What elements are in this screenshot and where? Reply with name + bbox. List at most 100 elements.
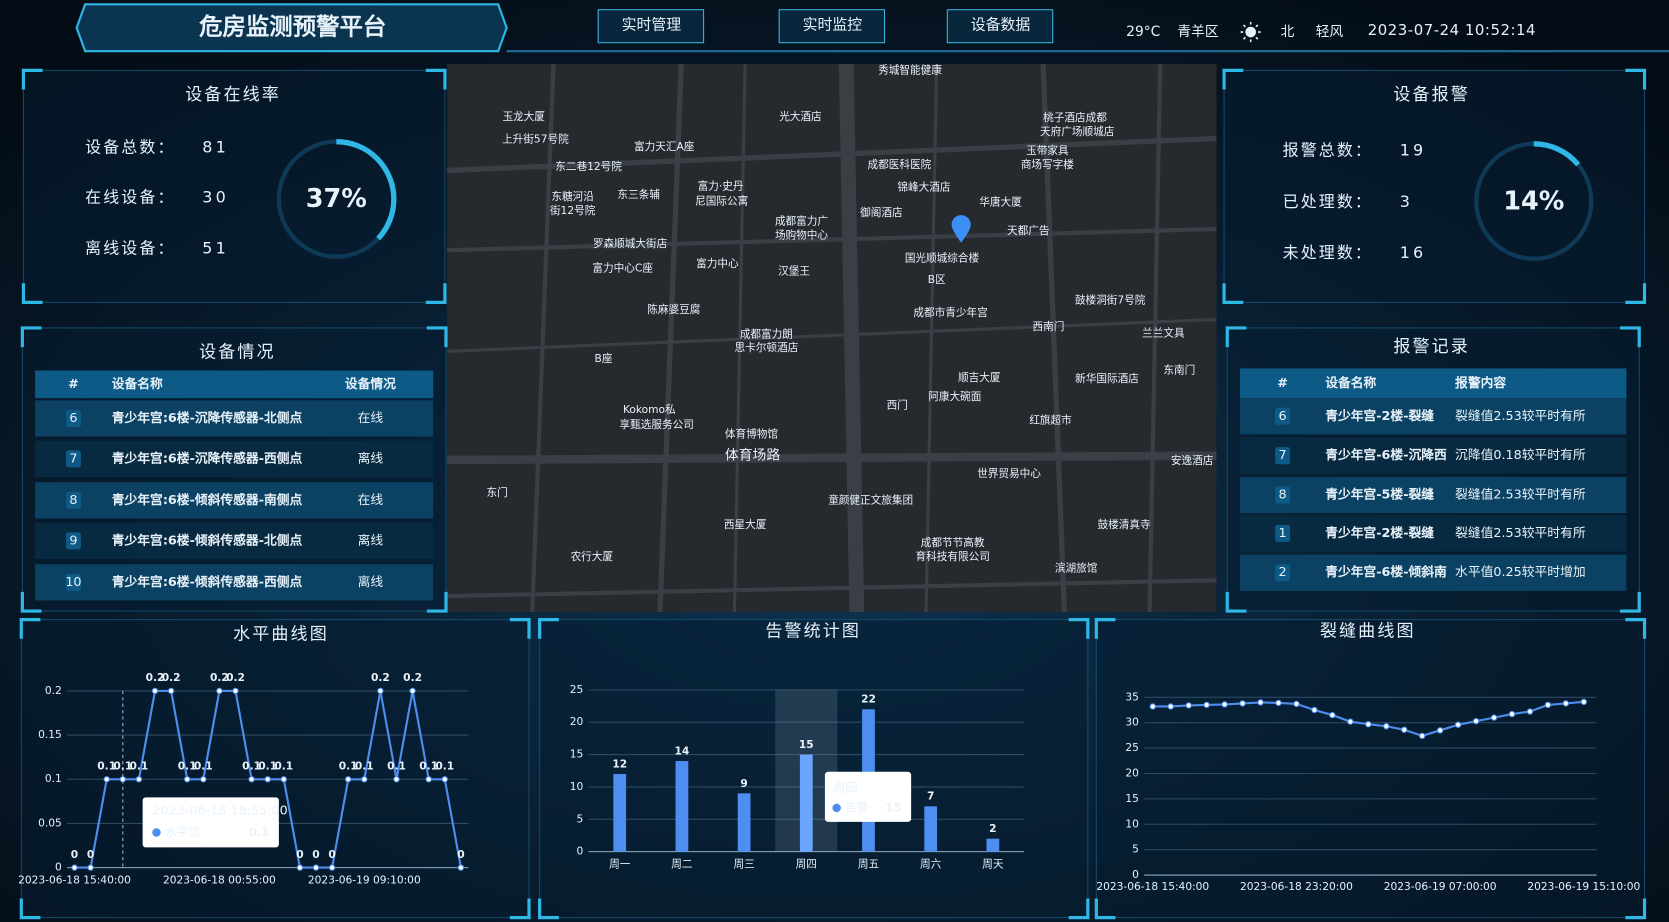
table-cell: 裂缝值2.53较平时有所: [1455, 487, 1586, 503]
stat-value: 81: [202, 138, 229, 157]
map-label: 富力天汇A座: [634, 140, 695, 153]
panel-corner: [1068, 898, 1090, 920]
data-label: 0.1: [129, 759, 148, 772]
row-index-badge: [65, 409, 81, 427]
nav-button[interactable]: 实时监控: [778, 9, 886, 44]
map-label: 东门: [486, 486, 507, 499]
panel-title: 报警记录: [1393, 337, 1470, 357]
data-label: 0.2: [403, 671, 422, 684]
panel-corner: [538, 618, 559, 639]
nav-button-frame[interactable]: [946, 9, 1054, 44]
data-point: [1275, 699, 1282, 707]
y-tick-label: 10: [1125, 817, 1139, 830]
nav-button-label[interactable]: 实时管理: [622, 16, 682, 34]
nav-button[interactable]: 设备数据: [946, 9, 1054, 44]
data-point: [1185, 702, 1192, 709]
panel-title: 告警统计图: [765, 621, 861, 641]
data-label: 7: [927, 790, 934, 803]
y-tick-label: 10: [570, 780, 584, 793]
data-point: [393, 776, 400, 783]
bar: [986, 838, 1000, 852]
data-point: [1544, 701, 1552, 709]
table-header-cell: #: [68, 377, 79, 392]
data-point: [409, 687, 416, 695]
table-cell: 9: [69, 533, 77, 548]
row-index-badge: [1275, 524, 1291, 542]
y-tick-label: 0: [577, 845, 584, 858]
stat-value: 30: [202, 188, 229, 207]
panel-title: 水平曲线图: [233, 624, 329, 644]
panel-corner: [1620, 326, 1641, 348]
panel: [22, 69, 446, 303]
map-label: 富力·史丹: [698, 179, 744, 192]
y-tick-label: 0: [1132, 868, 1139, 881]
table-row: [35, 522, 434, 559]
nav-button-label[interactable]: 实时监控: [803, 16, 863, 34]
table-header-cell: 报警内容: [1455, 375, 1506, 391]
data-point: [1526, 708, 1534, 715]
map-label: 育科技有限公司: [915, 550, 989, 563]
nav-button-label[interactable]: 设备数据: [971, 16, 1031, 34]
tooltip-marker: [152, 828, 161, 837]
table-cell: 青少年宫:6楼-沉降传感器-西侧点: [112, 450, 303, 466]
stat-value: 16: [1400, 243, 1427, 262]
data-label: 22: [861, 693, 876, 706]
y-tick-label: 20: [570, 715, 584, 728]
row-index-badge: [1275, 447, 1291, 465]
map-label: 成都富力广: [775, 215, 828, 228]
data-label: 0: [328, 848, 335, 861]
map-label: 东三条辅: [617, 188, 660, 201]
tooltip-value: 15: [885, 800, 901, 814]
map-label: 锦峰大酒店: [897, 180, 950, 193]
panel: [1223, 69, 1646, 303]
map-label: 汉堡王: [778, 265, 810, 278]
map-label: 鼓楼洞街7号院: [1075, 293, 1146, 306]
map-label: 场购物中心: [775, 228, 828, 241]
data-label: 0: [71, 848, 78, 861]
nav-button-frame[interactable]: [778, 9, 886, 44]
stat-label: 在线设备：: [85, 188, 175, 207]
data-label: 0.2: [210, 671, 229, 684]
tooltip-value: 0.1: [249, 825, 270, 839]
row-index-badge: [1275, 407, 1291, 425]
table-cell: 10: [65, 575, 81, 590]
data-label: 0.1: [178, 759, 197, 772]
table-cell: 离线: [358, 574, 384, 590]
map-label: 富力中心: [696, 257, 739, 270]
map-label: Kokomo私: [623, 403, 676, 416]
data-point: [264, 776, 271, 783]
map-label: 西门: [887, 399, 908, 412]
map-label: 天都广告: [1007, 224, 1050, 237]
gauge-label: 37%: [306, 184, 367, 214]
table-cell: 沉降值0.18较平时有所: [1455, 447, 1586, 463]
stat-label: 设备总数：: [85, 138, 175, 157]
x-tick-label: 周一: [609, 857, 631, 870]
gauge-arc: [276, 139, 397, 260]
tooltip-series: 水平值: [165, 825, 200, 839]
map-label: 滨湖旅馆: [1055, 562, 1098, 575]
table-row: [35, 400, 434, 437]
y-tick-label: 5: [1132, 843, 1139, 856]
nav-button[interactable]: 实时管理: [597, 9, 705, 44]
y-tick-label: 25: [1125, 741, 1139, 754]
nav-button-frame[interactable]: [597, 9, 705, 44]
panel-corner: [21, 283, 43, 304]
panel-corner: [19, 618, 41, 639]
table-cell: 在线: [358, 493, 384, 508]
table-cell: 离线: [358, 532, 384, 548]
x-tick-label: 2023-06-18 15:40:00: [18, 873, 131, 886]
table-cell: 青少年宫:6楼-沉降传感器-北侧点: [112, 410, 303, 426]
data-label: 0.1: [274, 759, 293, 772]
data-label: 0: [457, 848, 464, 861]
weather-icon-ray: [1242, 36, 1246, 40]
datetime: 2023-07-24 10:52:14: [1368, 21, 1536, 39]
weather-icon-ray: [1242, 24, 1246, 28]
data-label: 12: [612, 757, 627, 770]
data-point: [167, 687, 175, 695]
map-label: 桃子酒店成都: [1043, 111, 1107, 124]
stat-value: 3: [1400, 192, 1413, 211]
bar: [924, 806, 938, 852]
bar: [737, 793, 751, 852]
map-label: 东糖河沿: [551, 190, 594, 203]
